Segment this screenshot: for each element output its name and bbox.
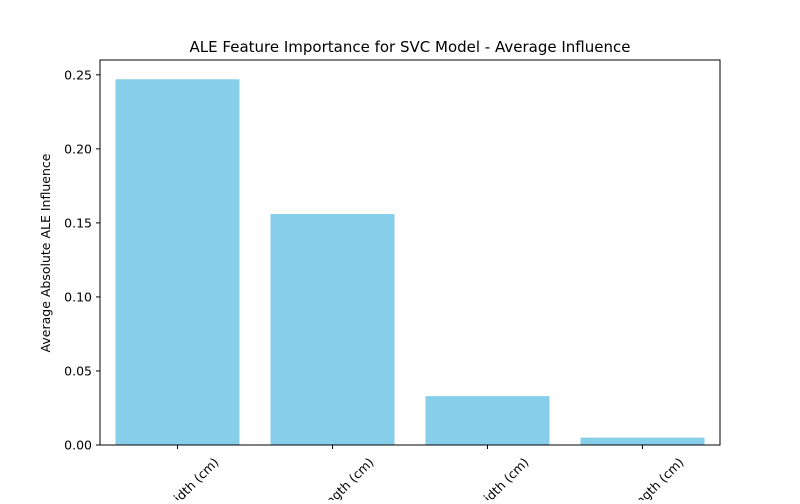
x-axis: idth (cm) ngth (cm) idth (cm) ngth (cm) (171, 445, 687, 504)
chart-title: ALE Feature Importance for SVC Model - A… (190, 38, 631, 56)
y-tick-label-1: 0.00 (64, 438, 92, 453)
bar-4 (580, 437, 705, 445)
y-tick-label-5: 0.20 (64, 141, 92, 156)
bar-3 (425, 396, 550, 445)
y-axis: 0.00 0.05 0.10 0.15 0.20 0.25 (64, 67, 100, 453)
bar-2 (270, 214, 395, 445)
x-tick-label-1: idth (cm) (171, 455, 222, 500)
y-tick-label-2: 0.05 (64, 363, 92, 378)
x-tick-label-3: idth (cm) (481, 455, 532, 500)
y-tick-label-6: 0.25 (64, 67, 92, 82)
bar-1 (115, 79, 240, 445)
y-tick-label-4: 0.15 (64, 215, 92, 230)
y-axis-label: Average Absolute ALE Influence (38, 153, 53, 352)
x-tick-label-2: ngth (cm) (323, 455, 377, 500)
x-tick-label-4: ngth (cm) (633, 455, 687, 500)
bars-group (115, 79, 705, 445)
plot-frame (99, 59, 721, 446)
y-tick-label-3: 0.10 (64, 289, 92, 304)
